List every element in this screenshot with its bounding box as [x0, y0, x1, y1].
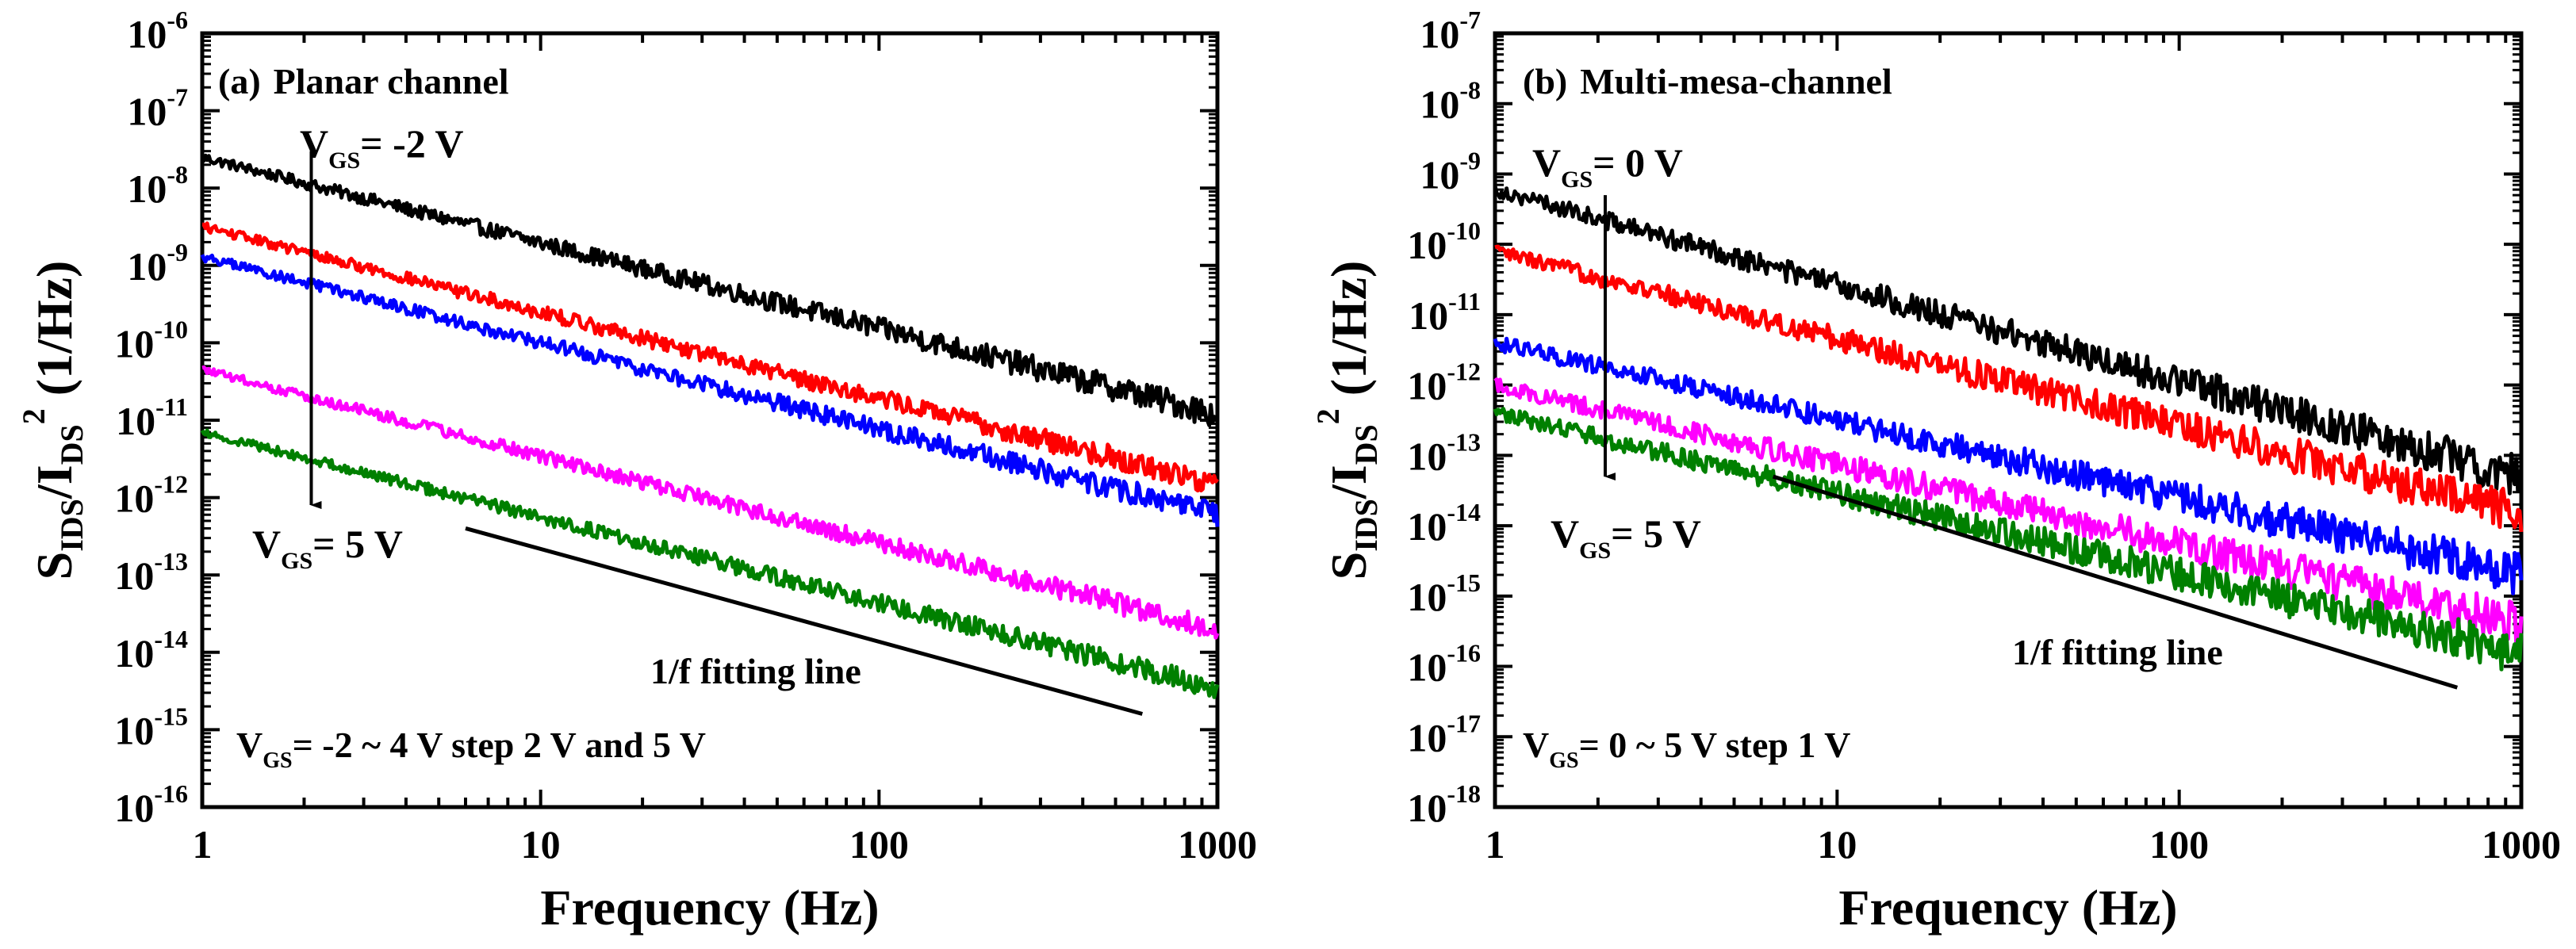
x-tick-label: 100	[2149, 822, 2209, 867]
series-line	[1493, 336, 2524, 595]
y-tick-label: 10-16	[114, 779, 188, 830]
x-axis-title: Frequency (Hz)	[1838, 879, 2177, 936]
series-line	[201, 365, 1220, 640]
series-line	[1493, 407, 2524, 672]
annotation-vgs-bottom: VGS= 5 V	[1551, 511, 1701, 564]
panel-title-text: Planar channel	[274, 61, 509, 101]
x-tick-label: 10	[521, 822, 561, 867]
series-line	[200, 428, 1220, 699]
tick-marks	[1495, 32, 2521, 809]
y-tick-label: 10-18	[1407, 779, 1481, 830]
y-tick-label: 10-9	[127, 238, 188, 289]
y-tick-label: 10-17	[1407, 709, 1481, 760]
panel-a: 10-16 10-15 10-14 10-13 10-12 10-11 10-10 10-9 1…	[16, 6, 1257, 936]
x-tick-label: 10	[1817, 822, 1857, 867]
annotation-vgs-range: VGS= 0 ~ 5 V step 1 V	[1523, 725, 1850, 773]
x-axis-title: Frequency (Hz)	[540, 879, 879, 936]
y-tick-label: 10-9	[1420, 146, 1481, 197]
annotation-vgs-range: VGS= -2 ~ 4 V step 2 V and 5 V	[236, 725, 706, 773]
panel-title: (a) Planar channel	[218, 61, 509, 101]
annotation-vgs-top: VGS= -2 V	[300, 121, 464, 174]
x-tick-labels: 1 10 100 1000	[1485, 822, 2562, 867]
plot-frame	[1493, 31, 2524, 809]
y-tick-labels: 10-18 10-17 10-16 10-15 10-14 10-13 10-12 10-11…	[1407, 6, 1481, 830]
annotation-vgs-top: VGS= 0 V	[1532, 140, 1683, 193]
y-tick-label: 10-12	[1407, 358, 1481, 408]
panel-title-text: Multi-mesa-channel	[1580, 61, 1892, 101]
series-line	[1493, 377, 2524, 646]
x-tick-label: 1000	[1178, 822, 1257, 867]
y-tick-label: 10-14	[114, 625, 188, 675]
y-tick-label: 10-13	[114, 547, 188, 598]
fit-line	[465, 526, 1144, 716]
y-tick-label: 10-7	[127, 83, 188, 134]
panel-title: (b) Multi-mesa-channel	[1523, 61, 1892, 101]
fit-line-label: 1/f fitting line	[650, 651, 861, 691]
series-line	[200, 153, 1219, 427]
y-tick-label: 10-12	[114, 470, 188, 521]
y-axis-title: SIDS/IDS2 (1/Hz)	[16, 261, 90, 580]
series-line	[1494, 244, 2524, 533]
y-tick-label: 10-11	[116, 392, 188, 443]
y-tick-label: 10-13	[1407, 427, 1481, 478]
y-tick-label: 10-10	[1407, 216, 1481, 267]
x-tick-label: 1	[1485, 822, 1505, 867]
y-tick-label: 10-10	[114, 315, 188, 365]
y-axis-title: SIDS/IDS2 (1/Hz)	[1310, 261, 1384, 580]
fit-line-label: 1/f fitting line	[2012, 632, 2223, 672]
y-tick-label: 10-16	[1407, 639, 1481, 690]
y-tick-label: 10-11	[1409, 287, 1481, 338]
annotation-vgs-bottom: VGS= 5 V	[252, 522, 403, 574]
y-tick-label: 10-7	[1420, 6, 1481, 56]
x-tick-label: 1000	[2482, 822, 2561, 867]
series-group	[1493, 185, 2524, 672]
series-line	[1493, 185, 2524, 496]
y-tick-labels: 10-16 10-15 10-14 10-13 10-12 10-11 10-10 10-9 1…	[114, 6, 188, 830]
panel-label: (b)	[1523, 61, 1567, 101]
y-tick-label: 10-14	[1407, 498, 1481, 549]
panel-b: 10-18 10-17 10-16 10-15 10-14 10-13 10-12 10-11…	[1310, 6, 2561, 936]
x-tick-label: 1	[193, 822, 213, 867]
x-tick-label: 100	[849, 822, 909, 867]
y-tick-label: 10-15	[1407, 568, 1481, 619]
panel-label: (a)	[218, 61, 261, 101]
y-tick-label: 10-8	[127, 160, 188, 211]
x-tick-labels: 1 10 100 1000	[193, 822, 1258, 867]
series-line	[200, 253, 1220, 527]
series-line	[201, 221, 1220, 493]
y-tick-label: 10-6	[127, 6, 188, 56]
series-group	[200, 153, 1220, 699]
fit-line	[1772, 474, 2459, 690]
y-tick-label: 10-8	[1420, 76, 1481, 127]
y-tick-label: 10-15	[114, 702, 188, 752]
